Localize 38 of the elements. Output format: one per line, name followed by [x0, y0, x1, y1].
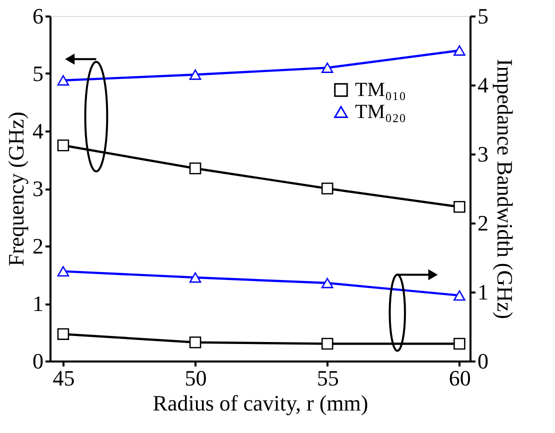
y-tick-label: 5	[32, 61, 44, 86]
y-tick-label: 2	[32, 234, 44, 258]
point	[321, 182, 334, 194]
y-tick-label: 0	[32, 348, 44, 374]
y2-tick-label: 5	[478, 4, 488, 28]
point	[454, 201, 466, 213]
point	[321, 338, 334, 350]
y2-tick-label: 3	[478, 142, 488, 166]
x-tick-label: 45	[52, 366, 75, 390]
point	[57, 75, 70, 86]
x-tick-label: 55	[316, 366, 339, 390]
x-axis-title: Radius of cavity, r (mm)	[152, 390, 368, 416]
y2-tick-label: 0	[478, 348, 488, 374]
legend-label: TM₀₁₀	[355, 79, 406, 101]
y2-tick-label: 2	[478, 210, 488, 236]
point	[321, 62, 334, 73]
y-tick-label: 6	[32, 4, 44, 28]
x-tick-label: 60	[448, 366, 471, 390]
point	[454, 290, 466, 301]
y-axis-title: Frequency (GHz)	[4, 112, 28, 266]
y2-tick-label: 1	[478, 280, 488, 304]
point	[189, 162, 202, 174]
legend-label: TM₀₂₀	[355, 101, 406, 123]
x-tick-label: 50	[184, 366, 207, 390]
point	[454, 338, 466, 350]
point	[189, 69, 202, 80]
point	[57, 266, 70, 276]
point	[189, 272, 202, 283]
y-tick-label: 1	[32, 291, 44, 316]
point	[454, 45, 466, 56]
point	[189, 336, 202, 348]
point	[57, 328, 70, 340]
y-tick-label: 3	[32, 176, 44, 201]
y2-tick-label: 4	[478, 72, 488, 98]
y-tick-label: 4	[32, 118, 44, 144]
y2-axis-title: Impedance Bandwidth (GHz)	[492, 58, 518, 320]
point	[57, 139, 70, 152]
point	[321, 278, 334, 288]
